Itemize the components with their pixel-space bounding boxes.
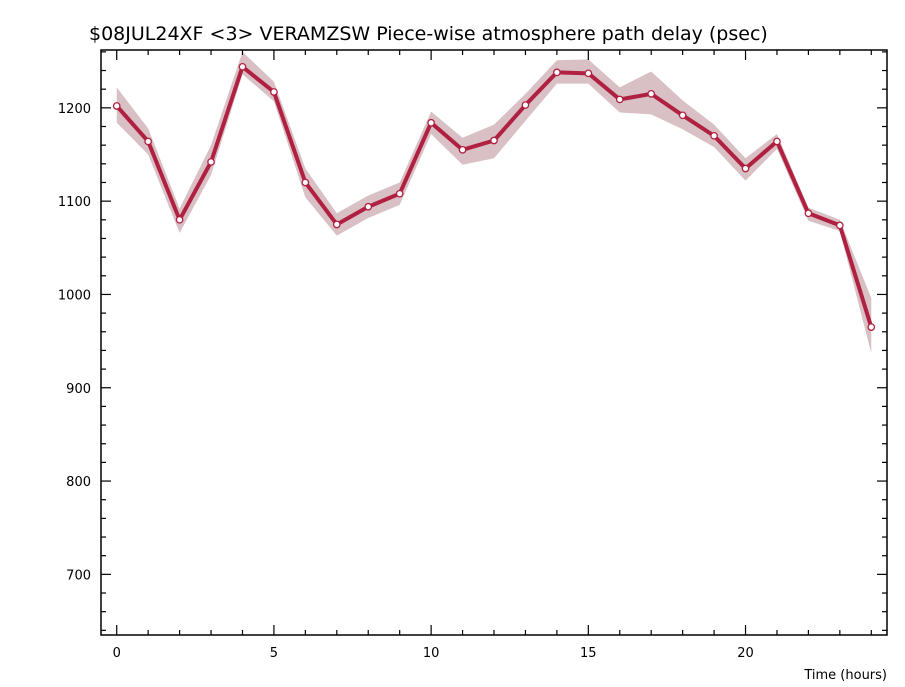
y-tick-label: 1200 (58, 102, 91, 117)
data-point (867, 323, 876, 331)
data-point (207, 158, 215, 166)
x-tick-label: 20 (737, 646, 754, 661)
y-tick-label: 1000 (58, 288, 91, 303)
data-point (521, 101, 530, 109)
data-point (144, 137, 153, 146)
data-point (175, 215, 184, 224)
chart-title: $08JUL24XF <3> VERAMZSW Piece-wise atmos… (89, 23, 768, 45)
x-tick-label: 5 (270, 646, 278, 661)
x-tick-label: 10 (423, 646, 440, 661)
data-point (490, 136, 498, 145)
y-tick-label: 700 (66, 568, 91, 583)
data-point (584, 69, 593, 78)
series-line-layer (115, 64, 874, 328)
series-line (115, 64, 874, 328)
x-tick-label: 0 (113, 646, 121, 661)
data-point (364, 202, 373, 211)
data-point (301, 178, 310, 187)
data-point (804, 209, 813, 218)
data-point (773, 137, 781, 146)
data-point (835, 221, 844, 230)
data-point (112, 102, 121, 110)
x-tick-labels: 0 5 10 15 20 (113, 646, 754, 661)
data-point (741, 164, 750, 173)
error-band (116, 51, 872, 354)
axis-tick-layer (101, 50, 887, 635)
error-band-layer (116, 51, 872, 354)
data-point (553, 68, 561, 77)
y-tick-label: 1100 (58, 195, 91, 210)
data-point (678, 111, 687, 120)
x-axis-label: Time (hours) (803, 668, 887, 683)
data-point (332, 220, 341, 229)
y-tick-label: 900 (66, 382, 91, 397)
data-point (710, 131, 718, 140)
data-point (395, 189, 404, 198)
data-point (270, 88, 278, 96)
x-tick-label: 15 (580, 646, 597, 661)
data-point (458, 145, 467, 154)
data-point (427, 118, 435, 127)
data-point (238, 62, 247, 71)
data-point (647, 90, 656, 98)
data-point-layer (112, 62, 876, 331)
data-point (615, 95, 624, 104)
y-tick-label: 800 (66, 475, 91, 490)
y-tick-labels: 700 800 900 1000 1100 1200 (58, 102, 91, 584)
